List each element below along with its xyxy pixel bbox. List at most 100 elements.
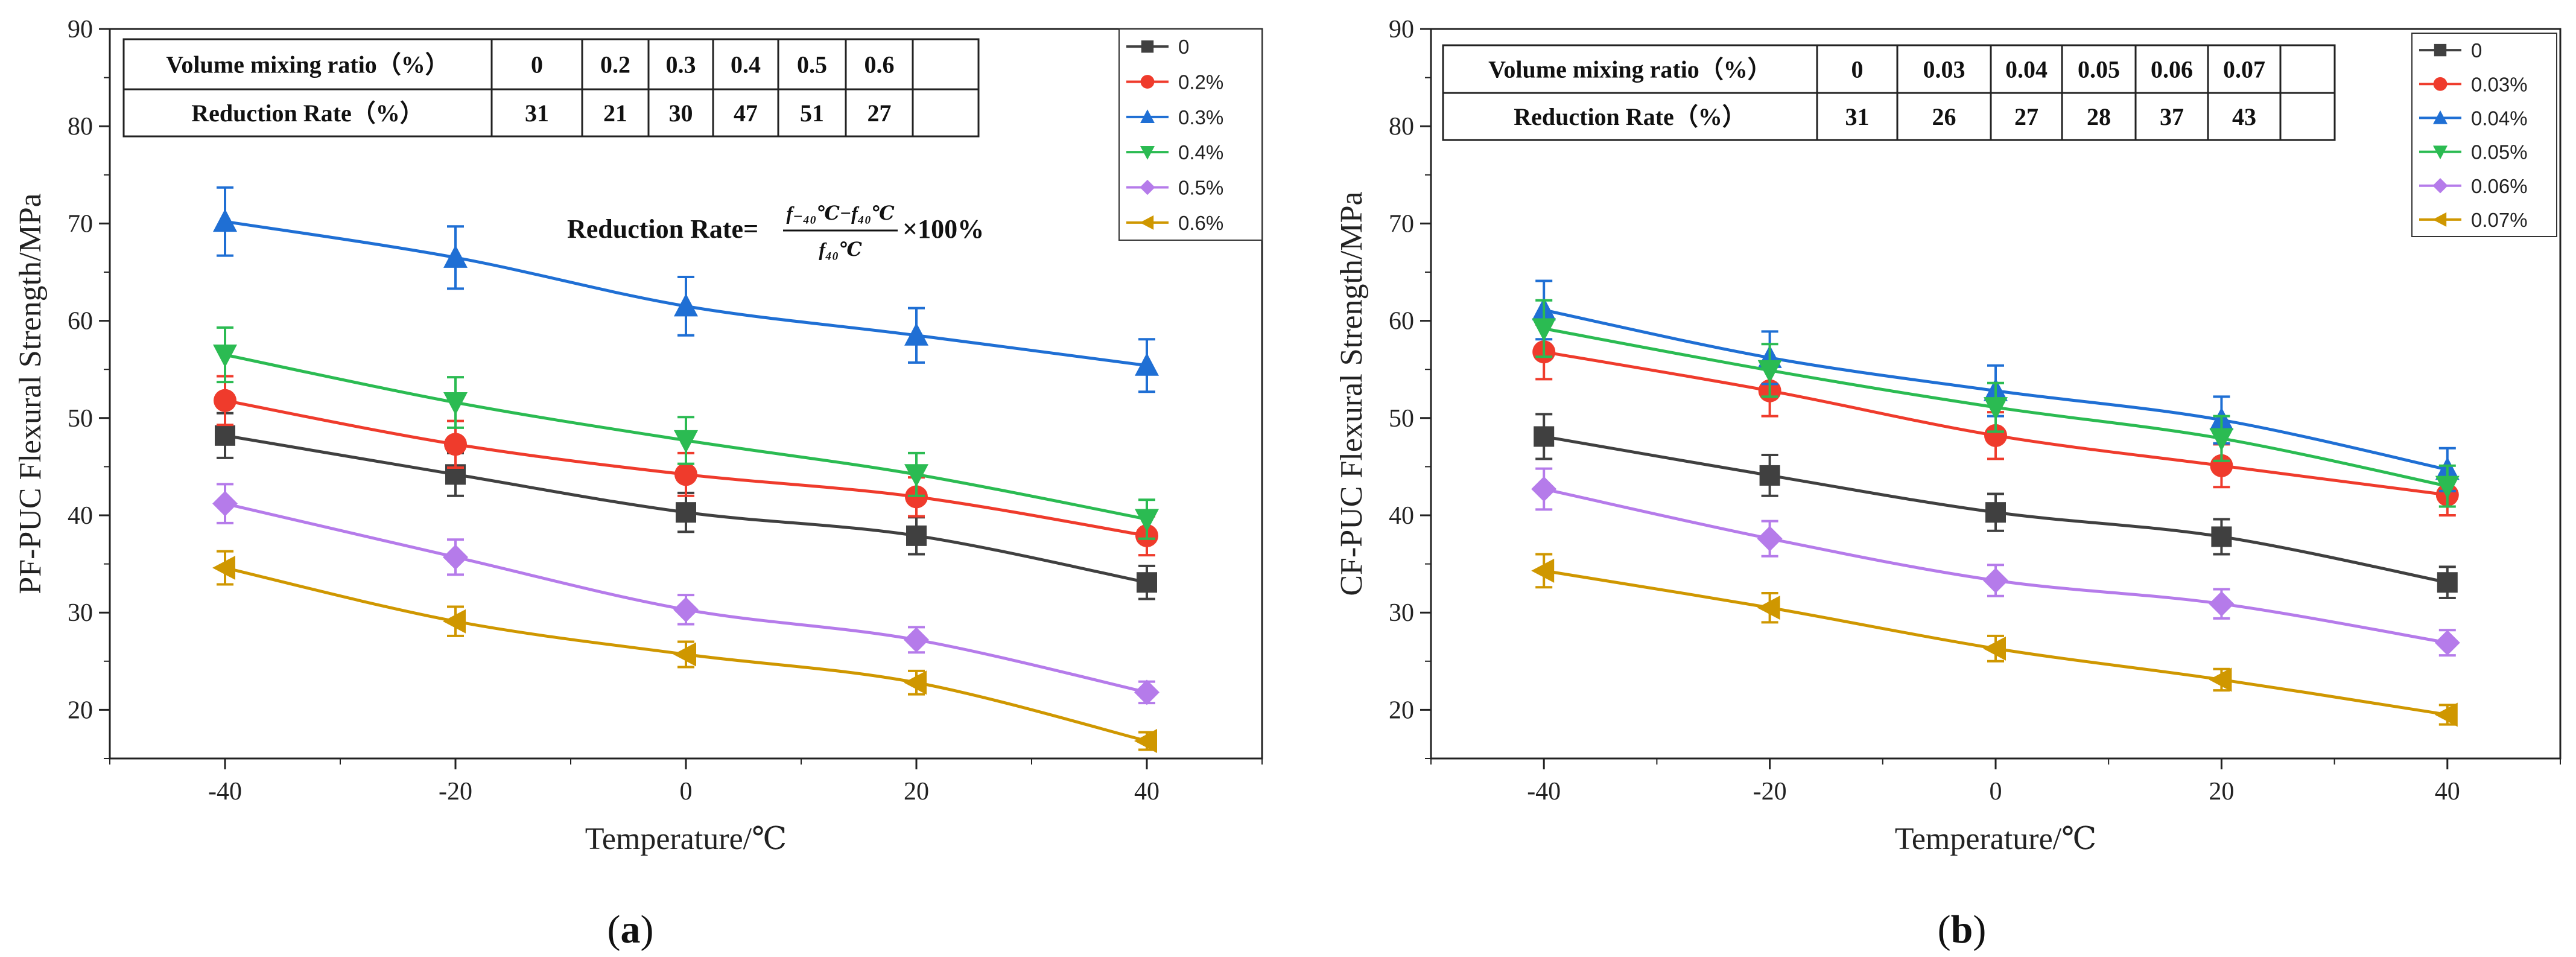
y-tick-label: 70 xyxy=(68,210,93,238)
data-point xyxy=(1134,679,1160,705)
data-point xyxy=(676,502,696,523)
y-tick-label: 90 xyxy=(1389,16,1414,43)
y-tick-label: 40 xyxy=(1389,502,1414,530)
table-rate-cell: 51 xyxy=(800,100,824,127)
table-ratio-cell: 0 xyxy=(531,51,543,78)
legend-marker-group xyxy=(2434,43,2447,57)
data-point xyxy=(1984,397,2008,421)
data-point xyxy=(2437,572,2458,593)
x-tick-label: 20 xyxy=(2209,778,2234,806)
legend-marker xyxy=(1140,109,1155,124)
x-tick-label: -20 xyxy=(1753,778,1787,806)
table-rate-cell: 43 xyxy=(2232,103,2256,130)
data-point xyxy=(2434,630,2460,656)
x-tick-label: 40 xyxy=(1134,778,1160,806)
legend-marker-group xyxy=(1141,40,1154,53)
series-3 xyxy=(1532,299,2460,508)
formula-denominator: f₄₀℃ xyxy=(819,238,862,260)
formula-numerator: f₋₄₀℃−f₄₀℃ xyxy=(787,202,895,224)
panel-label: (b) xyxy=(1938,908,1987,952)
series-5 xyxy=(1531,553,2458,727)
legend-marker xyxy=(2433,145,2448,160)
series-5 xyxy=(212,550,1157,753)
panel-letter: a xyxy=(621,908,641,952)
data-point xyxy=(1983,568,2008,594)
legend-label: 0.4% xyxy=(1178,141,1223,164)
y-axis-label: CF-PUC Flexural Strength/MPa xyxy=(1334,191,1369,596)
data-point xyxy=(1532,318,1556,342)
data-point xyxy=(2209,428,2234,451)
data-point xyxy=(673,642,696,667)
legend-marker-group xyxy=(2432,212,2447,227)
data-point xyxy=(1135,352,1159,376)
legend: 0 0.2% 0.3% 0.4% 0.5% 0.6% xyxy=(1118,28,1263,241)
table-ratio-cell: 0.3 xyxy=(666,51,696,78)
y-tick-label: 90 xyxy=(68,16,93,43)
y-tick-label: 50 xyxy=(68,405,93,433)
legend-marker xyxy=(2433,77,2448,91)
data-point xyxy=(904,322,928,346)
legend-marker-group xyxy=(2433,110,2448,124)
y-tick-label: 80 xyxy=(1389,113,1414,141)
legend-label: 0.07% xyxy=(2471,209,2528,231)
x-tick-label: 0 xyxy=(1990,778,2002,806)
data-point xyxy=(214,389,236,412)
y-axis-label: PF-PUC Flexural Strength/MPa xyxy=(13,193,48,594)
legend-label: 0.3% xyxy=(1178,106,1223,129)
data-point xyxy=(443,392,468,416)
x-tick-label: 40 xyxy=(2435,778,2460,806)
legend-marker xyxy=(1141,40,1154,53)
legend: 0 0.03% 0.04% 0.05% 0.06% 0.07% xyxy=(2411,33,2557,237)
data-point xyxy=(1137,572,1157,593)
reduction-rate-formula: Reduction Rate= f₋₄₀℃−f₄₀℃ f₄₀℃ ×100% xyxy=(567,202,984,260)
y-tick-label: 20 xyxy=(1389,696,1414,724)
formula-prefix: Reduction Rate= xyxy=(567,214,758,244)
legend-label: 0 xyxy=(2471,39,2482,62)
data-point xyxy=(444,433,467,456)
data-point xyxy=(443,609,466,634)
data-point xyxy=(215,425,235,446)
panel-label: (a) xyxy=(608,908,654,952)
series-4 xyxy=(1531,467,2460,657)
table-rate-cell: 27 xyxy=(2014,103,2038,130)
y-tick-label: 20 xyxy=(68,696,93,724)
table-rate-cell: 28 xyxy=(2087,103,2111,130)
data-point xyxy=(1134,728,1157,753)
legend-marker xyxy=(1140,75,1155,89)
legend-label: 0.6% xyxy=(1178,212,1223,234)
table-rate-label: Reduction Rate（%） xyxy=(191,100,424,127)
legend-marker-group xyxy=(1140,109,1155,124)
table-rate-cell: 26 xyxy=(1932,103,1956,130)
data-point xyxy=(906,525,927,546)
table-rate-cell: 47 xyxy=(734,100,758,127)
x-tick-label: 20 xyxy=(904,778,929,806)
data-point xyxy=(1757,526,1783,552)
legend-label: 0.5% xyxy=(1178,177,1223,199)
series-2 xyxy=(213,186,1159,393)
table-rate-cell: 31 xyxy=(1845,103,1870,130)
legend-marker-group xyxy=(1140,215,1154,230)
table-ratio-cell: 0.4 xyxy=(731,51,761,78)
table-ratio-cell: 0 xyxy=(1851,56,1864,83)
legend-marker-group xyxy=(2433,145,2448,160)
series-0 xyxy=(215,412,1157,600)
legend-label: 0.05% xyxy=(2471,141,2528,164)
y-tick-label: 40 xyxy=(68,502,93,530)
y-tick-label: 70 xyxy=(1389,210,1414,238)
table-ratio-cell: 0.2 xyxy=(600,51,630,78)
table-ratio-cell: 0.03 xyxy=(1923,56,1965,83)
table-rate-cell: 27 xyxy=(868,100,892,127)
legend-label: 0.06% xyxy=(2471,175,2528,197)
data-point xyxy=(1531,476,1557,502)
legend-box xyxy=(2411,33,2557,237)
series-4 xyxy=(212,483,1160,705)
legend-marker xyxy=(2432,178,2448,194)
y-tick-label: 30 xyxy=(1389,599,1414,627)
data-point xyxy=(213,345,237,368)
legend-marker xyxy=(1140,145,1155,160)
data-point xyxy=(2209,591,2235,617)
table-header-label: Volume mixing ratio（%） xyxy=(1488,56,1772,83)
table-header-label: Volume mixing ratio（%） xyxy=(166,51,449,78)
legend-marker xyxy=(1140,215,1154,230)
legend-marker-group xyxy=(1140,75,1155,89)
